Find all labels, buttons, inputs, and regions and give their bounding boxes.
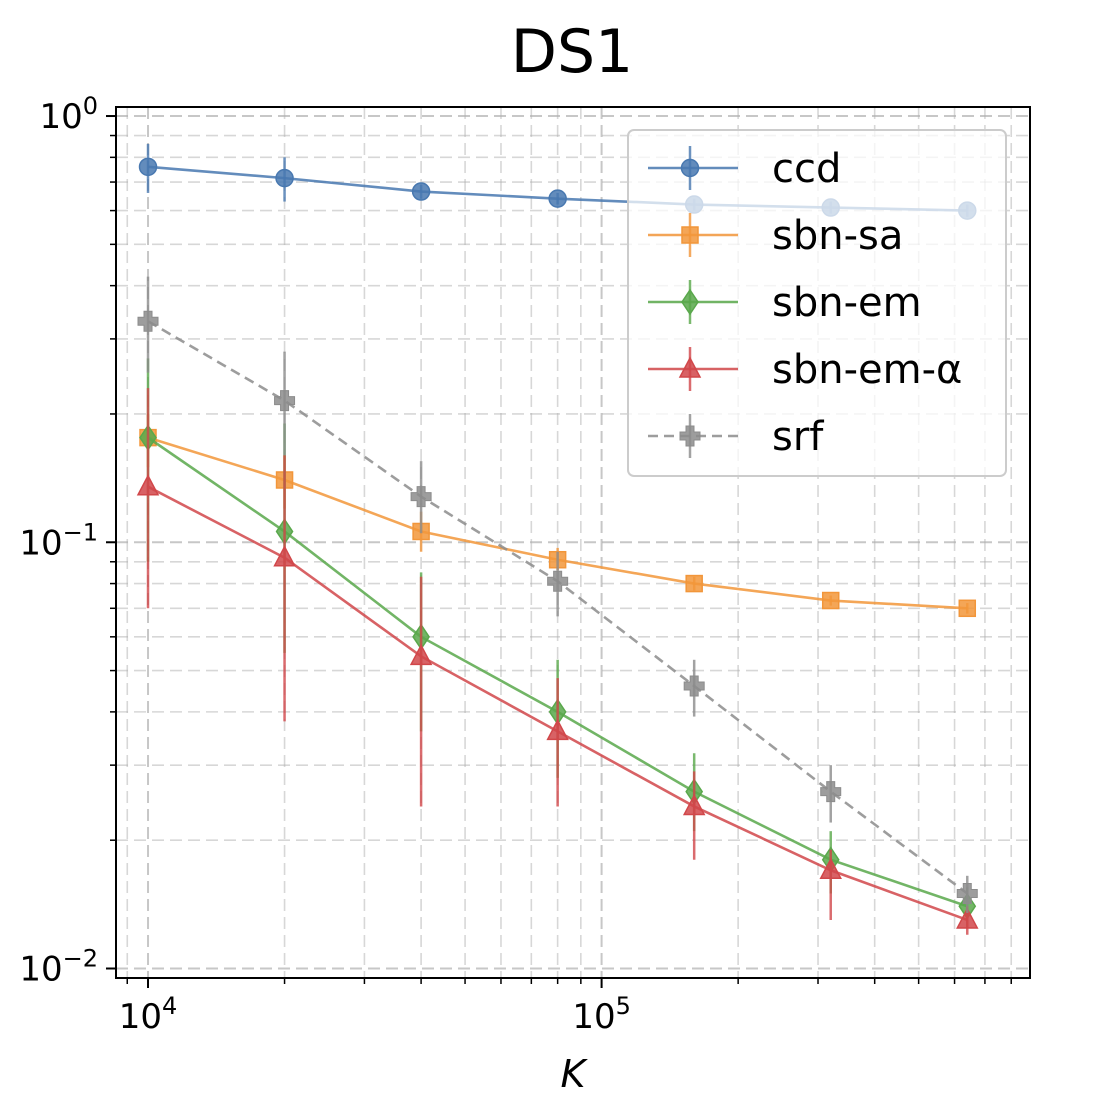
legend-label: srf	[772, 414, 824, 460]
legend-item: ccd	[648, 146, 841, 192]
data-point	[137, 310, 159, 332]
data-point	[820, 781, 842, 803]
legend: ccd sbn-sa sbn-em sbn-em-α srf	[627, 129, 1007, 477]
x-tick-label: 104	[119, 992, 178, 1037]
y-tick-label: 10−1	[19, 518, 98, 563]
data-point	[548, 189, 567, 208]
data-point	[274, 390, 296, 412]
legend-item: sbn-em	[648, 280, 922, 326]
legend-item: sbn-em-α	[648, 347, 962, 393]
x-axis-label: K	[561, 1052, 589, 1096]
data-point	[821, 591, 840, 610]
legend-label: sbn-em-α	[772, 347, 962, 393]
legend-marker	[681, 288, 699, 316]
series-4	[137, 276, 978, 913]
data-point	[685, 574, 703, 593]
x-tick-label: 105	[572, 992, 631, 1037]
legend-label: sbn-em	[772, 280, 922, 326]
legend-item: sbn-sa	[648, 213, 903, 259]
data-point	[138, 157, 158, 177]
data-point	[273, 545, 296, 567]
legend-item: srf	[648, 414, 824, 460]
axis-ticks: 104 105 100 10−1 10−2	[19, 92, 1012, 1037]
y-tick-label: 100	[39, 92, 98, 137]
data-point	[411, 182, 431, 201]
legend-label: ccd	[772, 146, 841, 192]
data-point	[409, 643, 433, 666]
legend-label: sbn-sa	[772, 213, 903, 259]
plot-series	[136, 143, 979, 935]
data-point	[136, 474, 160, 496]
data-point	[956, 882, 978, 904]
data-point	[682, 793, 706, 816]
data-point	[956, 907, 979, 929]
data-point	[275, 168, 294, 188]
legend-box	[627, 129, 1007, 477]
series-3	[136, 388, 979, 935]
data-point	[547, 570, 569, 592]
legend-marker	[680, 158, 700, 178]
data-point	[410, 486, 432, 508]
legend-marker	[678, 356, 702, 378]
legend-marker	[679, 425, 701, 447]
chart-title: DS1	[511, 17, 633, 87]
y-tick-label: 10−2	[19, 945, 98, 990]
legend-marker	[681, 226, 699, 244]
data-point	[546, 718, 569, 741]
data-point	[819, 857, 842, 880]
data-point	[683, 675, 705, 697]
data-point	[958, 599, 977, 618]
